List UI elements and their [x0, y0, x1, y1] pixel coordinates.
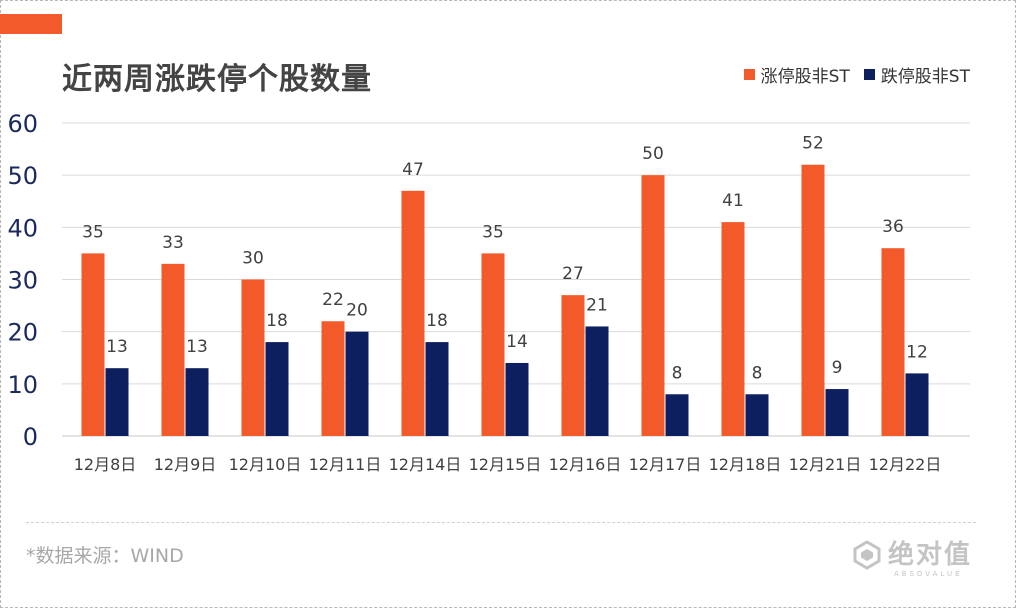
data-label-limit-down: 14 — [506, 332, 528, 352]
logo-text: 绝对值 — [888, 540, 973, 570]
x-tick-label: 12月17日 — [629, 455, 702, 474]
x-tick-label: 12月16日 — [549, 455, 622, 474]
legend: 涨停股非ST 跌停股非ST — [743, 62, 970, 87]
data-label-limit-up: 36 — [882, 217, 904, 237]
bar-limit-up — [161, 263, 185, 436]
bar-limit-down — [185, 368, 209, 436]
bar-limit-down — [665, 394, 689, 436]
x-tick-label: 12月18日 — [709, 455, 782, 474]
x-tick-label: 12月21日 — [789, 455, 862, 474]
data-label-limit-up: 50 — [642, 144, 664, 164]
y-tick-label: 20 — [7, 319, 38, 347]
data-label-limit-down: 13 — [186, 337, 208, 357]
bar-limit-down — [745, 394, 769, 436]
bar-limit-down — [905, 373, 929, 436]
y-tick-label: 50 — [7, 162, 38, 190]
legend-label-limit-down: 跌停股非ST — [880, 67, 970, 87]
x-tick-label: 12月22日 — [869, 455, 942, 474]
data-label-limit-down: 18 — [266, 311, 288, 331]
data-label-limit-down: 9 — [832, 358, 843, 378]
bar-limit-down — [265, 342, 289, 436]
brand-logo: 绝对值 ABSOVALUE — [852, 540, 973, 578]
bar-limit-up — [401, 190, 425, 436]
bar-limit-up — [721, 222, 745, 436]
bar-limit-down — [585, 326, 609, 436]
x-tick-label: 12月10日 — [229, 455, 302, 474]
data-label-limit-down: 21 — [586, 295, 608, 315]
bar-limit-up — [81, 253, 105, 436]
bar-limit-up — [481, 253, 505, 436]
bar-limit-down — [825, 389, 849, 436]
data-label-limit-down: 8 — [672, 363, 683, 383]
data-label-limit-up: 27 — [562, 264, 584, 284]
x-tick-label: 12月8日 — [74, 455, 137, 474]
x-tick-label: 12月9日 — [154, 455, 217, 474]
legend-swatch-limit-up — [743, 69, 755, 80]
data-label-limit-down: 8 — [752, 363, 763, 383]
y-tick-label: 40 — [7, 214, 38, 242]
data-label-limit-up: 33 — [162, 233, 184, 253]
bar-limit-up — [241, 279, 265, 436]
bar-limit-down — [425, 342, 449, 436]
bar-limit-up — [561, 295, 585, 436]
data-label-limit-up: 35 — [482, 222, 504, 242]
bar-limit-down — [105, 368, 129, 436]
y-tick-label: 60 — [7, 110, 38, 138]
legend-item-limit-down: 跌停股非ST — [863, 62, 970, 87]
bar-limit-up — [881, 248, 905, 436]
source-note: *数据来源：WIND — [26, 545, 184, 567]
data-label-limit-down: 13 — [106, 337, 128, 357]
data-label-limit-up: 30 — [242, 249, 264, 269]
data-label-limit-down: 18 — [426, 311, 448, 331]
data-label-limit-up: 22 — [322, 290, 344, 310]
x-tick-label: 12月11日 — [309, 455, 382, 474]
legend-label-limit-up: 涨停股非ST — [760, 67, 850, 87]
data-label-limit-down: 12 — [906, 342, 928, 362]
footer-divider — [26, 522, 976, 523]
y-tick-label: 30 — [7, 267, 38, 295]
y-tick-label: 10 — [7, 371, 38, 399]
data-label-limit-up: 52 — [802, 134, 824, 154]
data-label-limit-up: 41 — [722, 191, 744, 211]
bar-limit-up — [321, 321, 345, 436]
chart-title: 近两周涨跌停个股数量 — [62, 62, 372, 97]
x-tick-label: 12月14日 — [389, 455, 462, 474]
bar-limit-down — [505, 362, 529, 436]
x-tick-label: 12月15日 — [469, 455, 542, 474]
accent-bar — [0, 14, 62, 34]
legend-swatch-limit-down — [863, 69, 875, 80]
data-label-limit-up: 47 — [402, 160, 424, 180]
logo-icon — [853, 540, 881, 570]
bar-limit-up — [641, 175, 665, 436]
legend-item-limit-up: 涨停股非ST — [743, 62, 850, 87]
logo-subtext: ABSOVALUE — [894, 570, 963, 578]
data-label-limit-up: 35 — [82, 222, 104, 242]
data-label-limit-down: 20 — [346, 301, 368, 321]
bar-limit-down — [345, 331, 369, 436]
y-tick-label: 0 — [23, 423, 38, 451]
bar-limit-up — [801, 164, 825, 436]
